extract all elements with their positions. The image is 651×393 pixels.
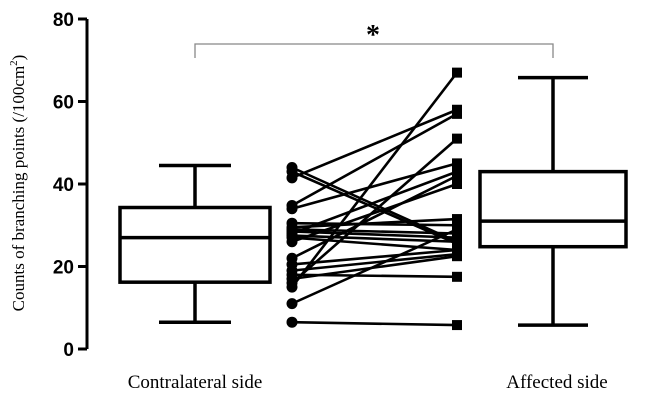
contralateral-point [286,298,298,310]
pair-line [291,170,458,235]
pair-13 [286,179,462,248]
y-tick-label-20: 20 [53,258,74,279]
pair-line [291,166,458,243]
box-plots [118,75,628,327]
pair-line [291,112,458,207]
affected-point [452,236,462,247]
pair-line [291,236,458,252]
pair-22 [286,316,462,331]
pair-line [291,228,458,305]
significance-label: * [366,20,380,51]
affected-point [452,271,462,282]
affected-point [452,214,462,225]
affected-point [452,224,462,235]
box-contralateral [118,163,272,324]
pair-line [291,228,458,235]
affected-point [452,251,462,262]
contralateral-point [286,316,298,328]
x-label-affected: Affected side [506,372,607,393]
y-tick-label-60: 60 [53,93,74,114]
affected-point [452,170,462,181]
affected-point [452,133,462,144]
pair-line [291,217,458,229]
y-tick-label-40: 40 [53,175,74,196]
pair-line [291,108,458,180]
pair-line [290,71,459,288]
contralateral-point [286,203,298,215]
y-axis: 0 20 40 60 80 [53,10,89,361]
iqr-box [478,169,628,249]
affected-point [452,67,462,78]
contralateral-point [286,172,298,184]
contralateral-point [286,281,298,293]
pair-5 [286,158,462,215]
affected-point [452,158,462,169]
pair-21 [286,224,462,310]
y-tick-label-0: 0 [63,340,74,361]
pair-20 [286,67,462,293]
pair-line [291,162,458,211]
affected-point [452,108,462,119]
y-tick-label-80: 80 [53,10,74,31]
pair-14 [286,170,462,264]
pair-line [291,320,458,327]
y-axis-label: Counts of branching points (/100cm2) [8,55,28,312]
pair-4 [286,108,462,211]
box-affected [478,75,628,327]
pair-line [291,252,458,272]
affected-point [452,320,462,331]
pair-line [291,137,458,284]
pair-3 [286,104,462,184]
affected-point [452,179,462,189]
pair-line [291,248,458,266]
bracket-line [194,43,554,58]
pair-line [291,174,458,260]
significance-bracket: * [194,20,554,58]
contralateral-point [286,236,298,248]
iqr-box [118,205,272,284]
paired-lines [286,67,462,331]
pair-line [291,182,458,243]
x-label-contralateral: Contralateral side [128,372,263,393]
